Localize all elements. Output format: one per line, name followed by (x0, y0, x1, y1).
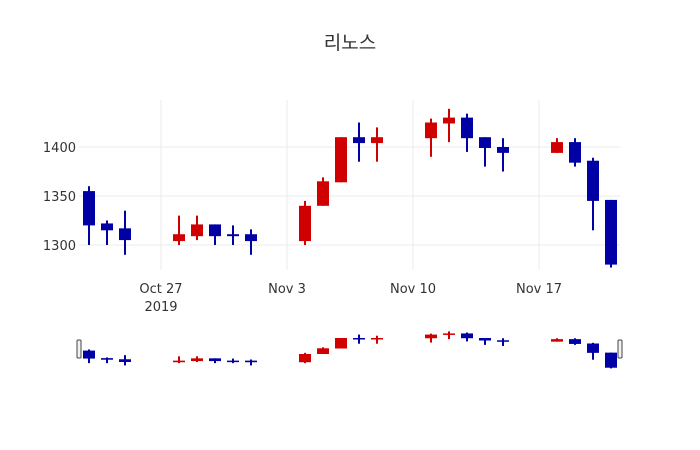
slider-candle (317, 347, 329, 354)
x-tick-label: Nov 3 (268, 282, 306, 297)
slider-candle (209, 358, 221, 364)
slider-candle (605, 352, 617, 369)
slider-candle (101, 357, 113, 364)
y-tick-label: 1400 (43, 141, 76, 156)
slider-candle (299, 352, 311, 364)
candle (317, 177, 329, 206)
candle (173, 215, 185, 245)
slider-candle (227, 358, 239, 364)
candle (371, 127, 383, 162)
x-axis: Oct 27 2019 Nov 3 Nov 10 Nov 17 (139, 282, 562, 315)
range-slider-left-handle[interactable] (76, 339, 82, 359)
candle (191, 215, 203, 241)
slider-candle (335, 338, 347, 349)
slider-candle (245, 359, 257, 366)
candle (83, 186, 95, 245)
slider-candle (551, 338, 563, 342)
slider-candle (479, 338, 491, 345)
candle (479, 137, 491, 167)
candle (551, 138, 563, 153)
slider-candle (461, 332, 473, 342)
candle (119, 210, 131, 255)
y-axis: 1300 1350 1400 (43, 141, 76, 254)
candle (461, 113, 473, 152)
chart-title: 리노스 (323, 32, 377, 54)
y-tick-label: 1300 (43, 239, 76, 254)
slider-candle (191, 356, 203, 362)
candle (335, 137, 347, 183)
x-tick-label: Nov 17 (516, 282, 562, 297)
slider-candle (83, 349, 95, 364)
slider-candle (569, 338, 581, 345)
candle (605, 199, 617, 268)
gridlines (79, 100, 620, 270)
candle (443, 108, 455, 143)
slider-candle (587, 342, 599, 360)
candle (299, 200, 311, 245)
slider-candle (173, 356, 185, 364)
slider-candle (119, 355, 131, 366)
candle (245, 229, 257, 255)
slider-candle (353, 334, 365, 344)
candle (209, 224, 221, 245)
range-slider-right-handle[interactable] (617, 339, 623, 359)
slider-candle (371, 335, 383, 344)
candle (569, 138, 581, 167)
range-slider[interactable] (76, 331, 623, 369)
slider-candle (497, 338, 509, 346)
x-tick-label: Nov 10 (390, 282, 436, 297)
candle (353, 122, 365, 162)
slider-candle (443, 331, 455, 340)
candle (227, 225, 239, 245)
x-tick-label: Oct 27 (139, 282, 182, 297)
y-tick-label: 1350 (43, 190, 76, 205)
candle (497, 138, 509, 172)
candle (425, 118, 437, 157)
slider-candle (425, 333, 437, 343)
candle (587, 157, 599, 231)
x-tick-year: 2019 (144, 300, 177, 315)
candle (101, 220, 113, 245)
candles (83, 108, 617, 268)
